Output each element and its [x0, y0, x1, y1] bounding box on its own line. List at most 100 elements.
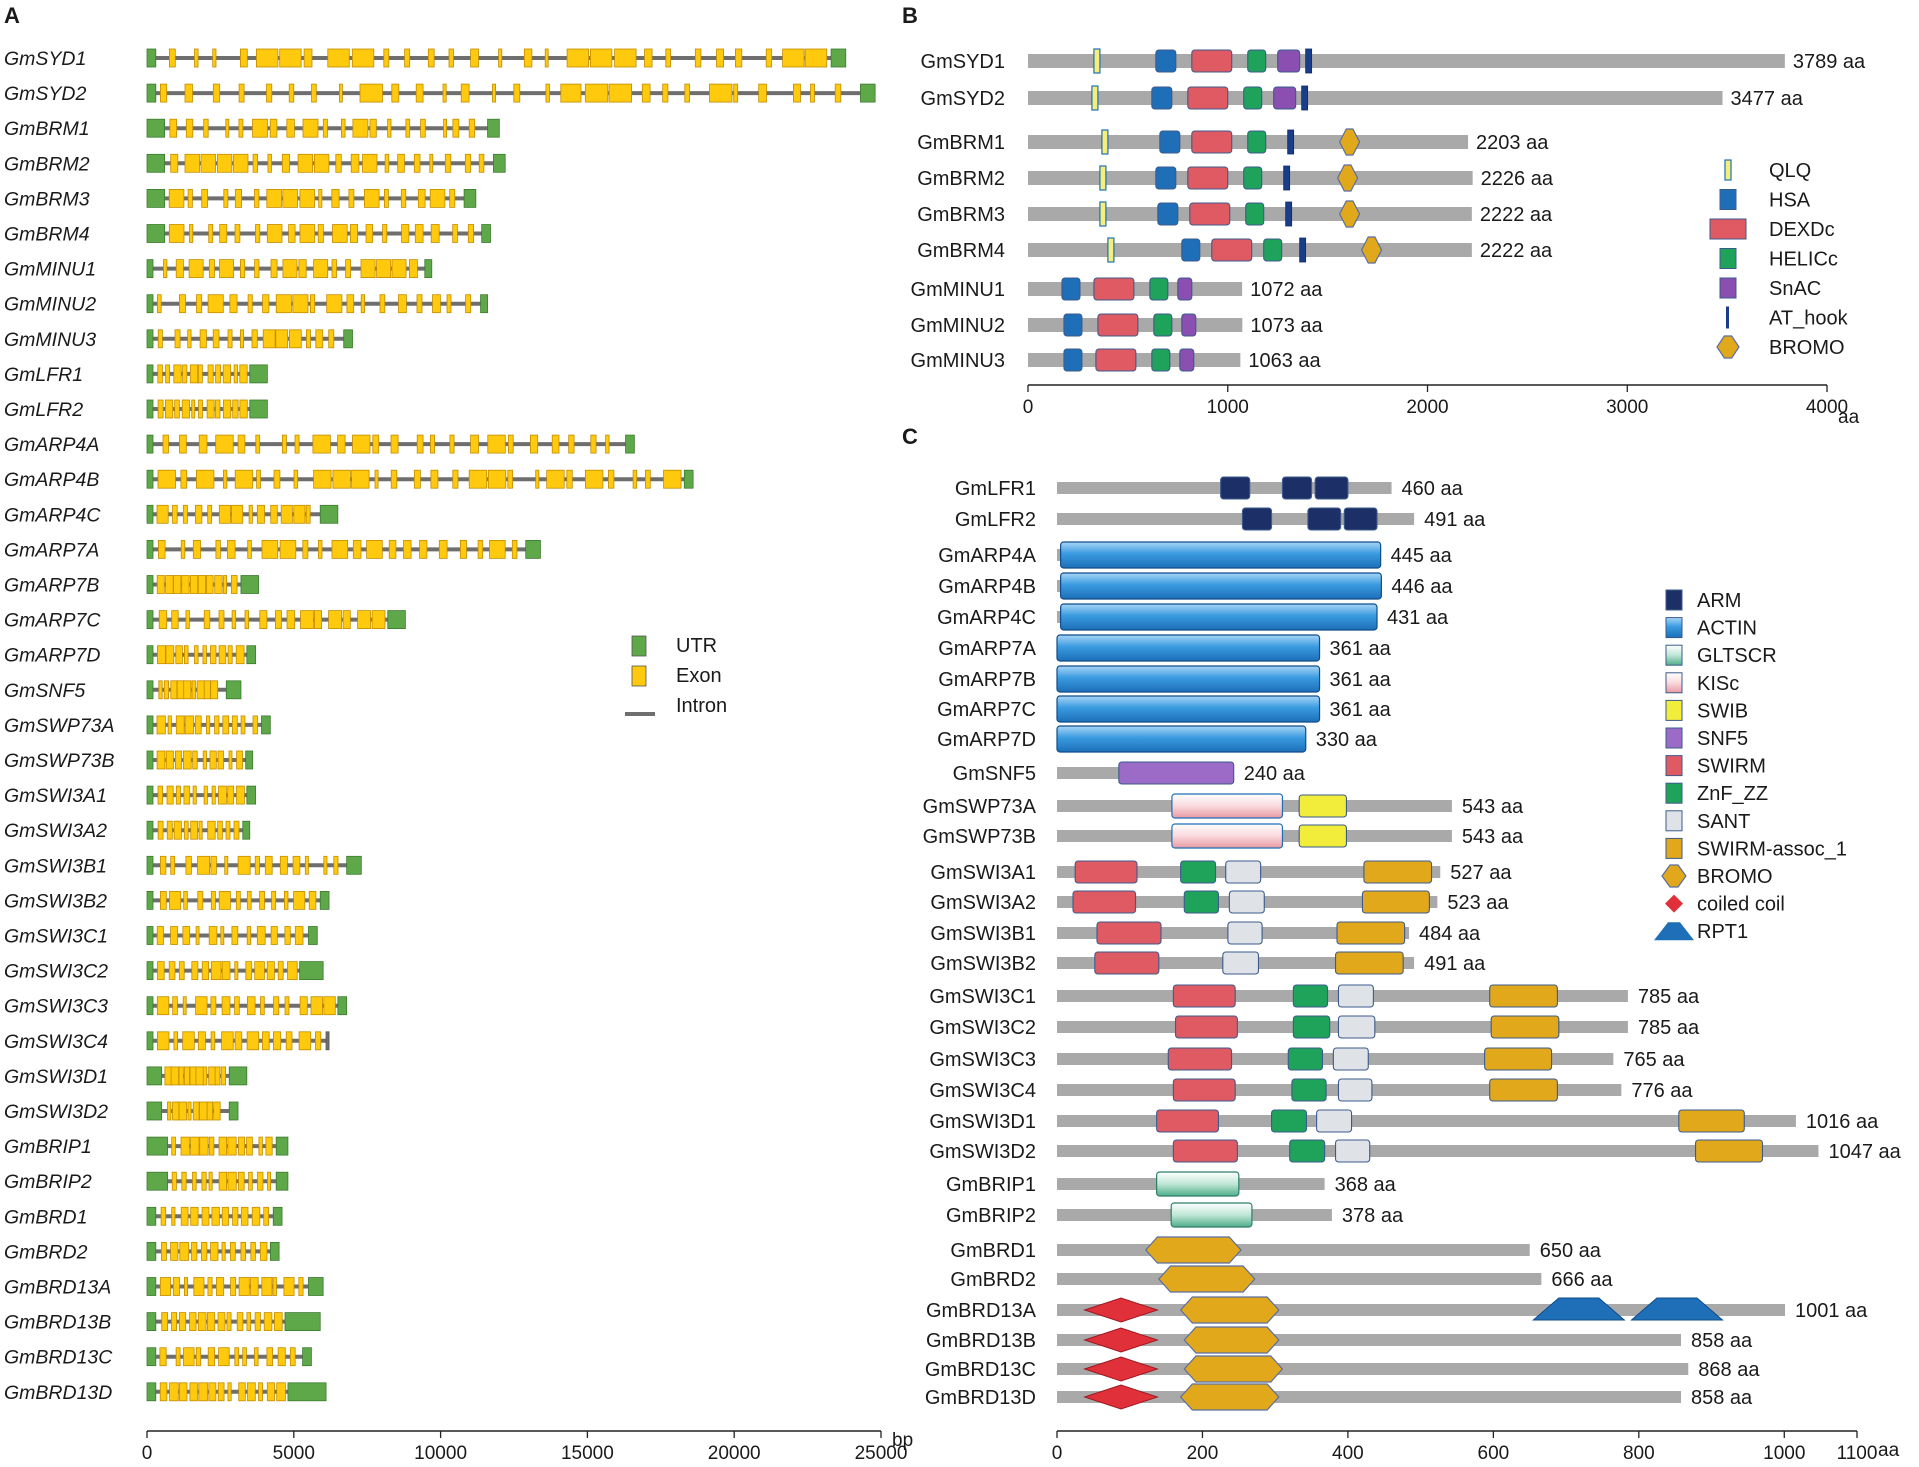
exon — [184, 153, 200, 173]
domain-hsa — [1159, 130, 1181, 154]
domain-arm — [1220, 476, 1251, 500]
exon — [175, 785, 181, 805]
exon — [220, 926, 225, 945]
exon — [280, 504, 293, 524]
exon — [200, 153, 216, 173]
exon — [183, 645, 189, 665]
domain-znf-zz — [1292, 1015, 1331, 1039]
exon — [189, 575, 199, 594]
exon — [194, 715, 202, 735]
exon — [227, 1382, 232, 1402]
protein-row: GmMINU2 1073 aa — [911, 313, 1324, 337]
legend-label: HSA — [1769, 190, 1811, 212]
utr-5 — [146, 820, 154, 840]
exon — [221, 1031, 234, 1051]
utr-3 — [269, 1242, 280, 1261]
exon — [417, 188, 426, 208]
exon — [507, 434, 514, 454]
protein-name: GmLFR1 — [955, 478, 1036, 500]
exon — [207, 1347, 215, 1367]
utr-5 — [146, 1242, 157, 1261]
exon — [182, 504, 188, 524]
exon — [201, 1171, 207, 1191]
exon — [294, 434, 300, 454]
domain-znf-zz — [1292, 984, 1329, 1008]
domain-actin — [1056, 695, 1321, 723]
exon — [227, 1171, 237, 1191]
exon — [259, 1242, 268, 1261]
gene-row: GmSWP73B — [4, 750, 254, 772]
exon — [197, 891, 204, 910]
exon — [276, 1382, 286, 1402]
domain-bromo — [1360, 236, 1383, 264]
gene-name: GmSWI3C1 — [4, 926, 108, 948]
exon — [351, 48, 375, 68]
exon — [166, 820, 173, 840]
exon — [221, 996, 231, 1016]
exon — [234, 188, 243, 208]
exon — [156, 294, 162, 314]
exon — [432, 294, 441, 314]
exon — [223, 188, 229, 208]
exon — [470, 434, 479, 454]
exon — [176, 680, 185, 700]
exon — [383, 188, 389, 208]
legend-label: BROMO — [1697, 866, 1773, 888]
legend-swatch-dexdc — [1709, 218, 1747, 240]
gene-name: GmARP7D — [4, 645, 100, 667]
exon — [535, 469, 540, 489]
exon — [545, 83, 550, 103]
protein-length: 2222 aa — [1480, 204, 1553, 226]
exon — [195, 996, 208, 1016]
exon — [170, 680, 178, 700]
domain-hsa — [1151, 86, 1173, 110]
legend-swatch-at-hook — [1726, 306, 1729, 329]
protein-row: GmSWI3A2 523 aa — [930, 890, 1509, 914]
gene-row: GmSWI3A1 — [4, 785, 257, 807]
domain-at-hook — [1287, 129, 1295, 155]
x-tick-label: 400 — [1332, 1443, 1364, 1464]
gene-row: GmSWI3D1 — [4, 1066, 248, 1088]
exon — [179, 1242, 190, 1261]
gene-name: GmMINU3 — [4, 329, 96, 351]
x-tick-label: 800 — [1623, 1443, 1655, 1464]
exon — [645, 469, 651, 489]
gene-name: GmBRD13B — [4, 1312, 111, 1334]
exon — [184, 715, 194, 735]
legend-swatch-snac — [1719, 277, 1737, 299]
utr-5 — [146, 399, 154, 419]
domain-arm — [1314, 476, 1349, 500]
gene-name: GmBRD2 — [4, 1241, 88, 1263]
domain-snac — [1181, 313, 1197, 337]
domain-dexdc — [1097, 313, 1139, 337]
exon — [444, 153, 452, 173]
gene-row: GmARP7C — [4, 610, 406, 632]
exon — [157, 364, 163, 384]
exon — [270, 504, 278, 524]
protein-length: 361 aa — [1330, 638, 1392, 660]
exon — [189, 1382, 198, 1402]
protein-row: GmSWI3C4 776 aa — [929, 1078, 1693, 1102]
exon — [159, 83, 168, 103]
exon — [250, 1242, 256, 1261]
exon — [178, 1382, 188, 1402]
domain-qlq — [1101, 129, 1109, 155]
exon — [299, 996, 308, 1016]
exon — [359, 83, 383, 103]
exon — [236, 785, 245, 805]
exon — [200, 1242, 208, 1261]
protein-row: GmARP7D 330 aa — [937, 725, 1378, 753]
utr-3 — [493, 153, 506, 173]
exon — [590, 434, 597, 454]
exon — [188, 259, 204, 279]
exon — [215, 364, 221, 384]
utr-5 — [146, 224, 166, 243]
exon — [156, 504, 169, 524]
gene-row: GmSWI3C2 — [4, 961, 324, 983]
exon — [470, 48, 479, 68]
protein-name: GmSWI3D2 — [929, 1141, 1036, 1163]
exon — [460, 83, 470, 103]
exon — [266, 1347, 273, 1367]
protein-length: 431 aa — [1387, 607, 1449, 629]
exon — [171, 1312, 177, 1331]
